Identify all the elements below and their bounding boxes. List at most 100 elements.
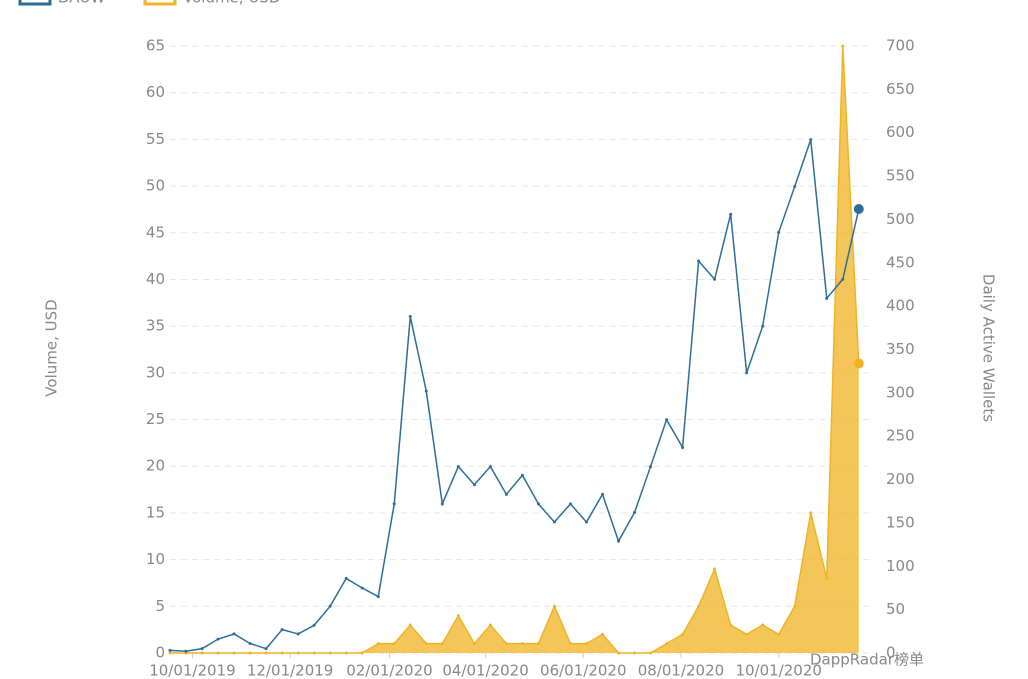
y2-tick-label: 50 bbox=[886, 600, 905, 618]
y-tick-label: 50 bbox=[146, 177, 165, 195]
x-tick-label: 08/01/2020 bbox=[638, 662, 724, 679]
point bbox=[296, 632, 300, 636]
point bbox=[312, 623, 316, 627]
point bbox=[536, 642, 540, 646]
x-tick-label: 10/01/2019 bbox=[149, 662, 235, 679]
point bbox=[424, 642, 428, 646]
line bbox=[170, 45, 860, 654]
point bbox=[408, 315, 412, 319]
point bbox=[504, 492, 508, 496]
point bbox=[729, 623, 733, 627]
y2-tick-label: 500 bbox=[886, 210, 915, 228]
point bbox=[853, 358, 864, 369]
y2-tick-label: 700 bbox=[886, 37, 915, 55]
point bbox=[216, 651, 220, 655]
point bbox=[504, 642, 508, 646]
point bbox=[168, 651, 172, 655]
y2-tick-label: 550 bbox=[886, 167, 915, 185]
point bbox=[248, 651, 252, 655]
x-tick-label: 10/01/2020 bbox=[735, 662, 821, 679]
point bbox=[617, 539, 621, 543]
point bbox=[344, 651, 348, 655]
y2-tick-label: 350 bbox=[886, 340, 915, 358]
y2-axis-title: Daily Active Wallets bbox=[980, 274, 998, 422]
point bbox=[584, 642, 588, 646]
area bbox=[170, 46, 859, 653]
line bbox=[169, 139, 860, 653]
point bbox=[793, 184, 797, 188]
point bbox=[344, 576, 348, 580]
legend-label: DAUW bbox=[58, 0, 106, 7]
point bbox=[280, 651, 284, 655]
point bbox=[761, 324, 765, 328]
point bbox=[681, 632, 685, 636]
point bbox=[360, 651, 364, 655]
point bbox=[376, 595, 380, 599]
point bbox=[360, 586, 364, 590]
point bbox=[568, 642, 572, 646]
point bbox=[472, 483, 476, 487]
point bbox=[424, 389, 428, 393]
point bbox=[600, 492, 604, 496]
point bbox=[264, 651, 268, 655]
y2-tick-label: 300 bbox=[886, 383, 915, 401]
point bbox=[456, 465, 460, 469]
point bbox=[649, 651, 653, 655]
y2-tick-label: 400 bbox=[886, 297, 915, 315]
y-tick-label: 15 bbox=[146, 503, 165, 521]
point bbox=[617, 651, 621, 655]
point bbox=[793, 604, 797, 608]
point bbox=[184, 649, 188, 653]
point bbox=[488, 465, 492, 469]
y-axis-title: Volume, USD bbox=[43, 299, 61, 396]
watermark: DappRadar榜单 bbox=[810, 651, 924, 669]
point bbox=[633, 651, 637, 655]
x-tick-label: 02/01/2020 bbox=[346, 662, 432, 679]
point bbox=[761, 623, 765, 627]
point bbox=[584, 520, 588, 524]
point bbox=[809, 138, 813, 142]
point bbox=[841, 277, 845, 281]
x-tick-label: 12/01/2019 bbox=[247, 662, 333, 679]
point bbox=[376, 642, 380, 646]
point bbox=[600, 632, 604, 636]
point bbox=[681, 445, 685, 449]
y-tick-label: 20 bbox=[146, 457, 165, 475]
point bbox=[713, 277, 717, 281]
y-tick-label: 5 bbox=[155, 597, 165, 615]
point bbox=[745, 632, 749, 636]
point bbox=[312, 651, 316, 655]
point bbox=[665, 418, 669, 422]
point bbox=[232, 651, 236, 655]
point bbox=[328, 651, 332, 655]
legend-swatch bbox=[143, 0, 177, 6]
y2-tick-label: 650 bbox=[886, 80, 915, 98]
y-tick-label: 55 bbox=[146, 130, 165, 148]
point bbox=[520, 642, 524, 646]
point bbox=[713, 567, 717, 571]
point bbox=[392, 642, 396, 646]
point bbox=[777, 632, 781, 636]
y2-tick-label: 200 bbox=[886, 470, 915, 488]
point bbox=[536, 502, 540, 506]
point bbox=[440, 642, 444, 646]
point bbox=[777, 230, 781, 234]
point bbox=[472, 642, 476, 646]
point bbox=[841, 44, 845, 48]
point bbox=[200, 651, 204, 655]
point bbox=[552, 520, 556, 524]
point bbox=[825, 576, 829, 580]
point bbox=[440, 502, 444, 506]
point bbox=[232, 632, 236, 636]
y2-tick-label: 600 bbox=[886, 123, 915, 141]
y-tick-label: 30 bbox=[146, 363, 165, 381]
x-tick-label: 06/01/2020 bbox=[540, 662, 626, 679]
point bbox=[745, 371, 749, 375]
y-tick-label: 0 bbox=[155, 644, 165, 662]
y2-tick-label: 150 bbox=[886, 513, 915, 531]
point bbox=[488, 623, 492, 627]
point bbox=[633, 511, 637, 515]
point bbox=[853, 204, 864, 215]
point bbox=[649, 465, 653, 469]
